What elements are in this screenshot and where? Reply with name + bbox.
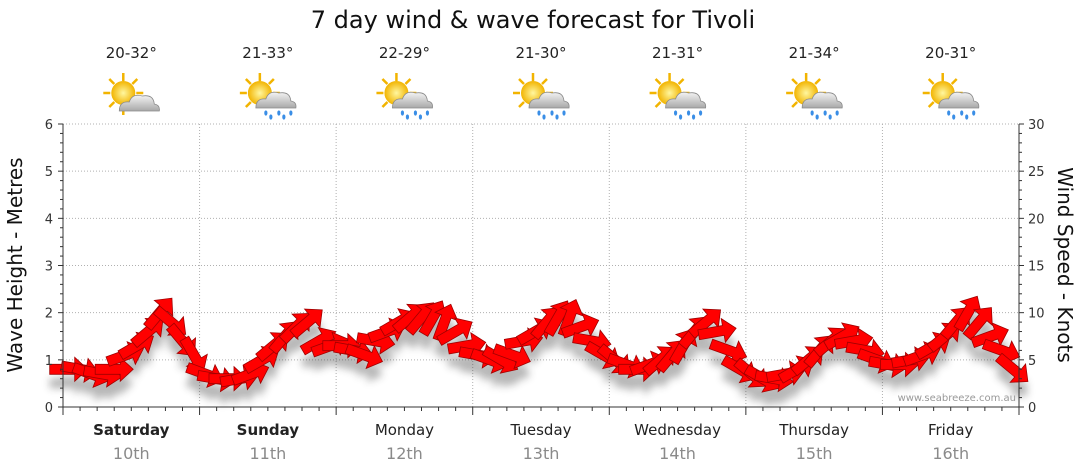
right-axis-label: Wind Speed - Knots [1053, 167, 1077, 363]
day-date-label: 16th [932, 444, 969, 463]
day-temp-range: 21-34° [789, 44, 840, 62]
sun-cloud-rain-icon [511, 71, 571, 121]
wind-arrow [981, 338, 1021, 365]
day-temp-range: 21-33° [242, 44, 293, 62]
wind-arrow [687, 308, 722, 339]
wind-arrow [962, 307, 993, 341]
sun-cloud-rain-icon [784, 71, 844, 121]
left-tick-label: 5 [45, 165, 53, 180]
day-name-label: Sunday [237, 421, 300, 439]
wind-arrow [289, 308, 323, 339]
left-tick-label: 2 [45, 307, 53, 322]
day-date-label: 11th [249, 444, 286, 463]
day-temp-range: 22-29° [379, 44, 430, 62]
chart-title: 7 day wind & wave forecast for Tivoli [311, 6, 755, 34]
right-tick-label: 20 [1028, 212, 1045, 227]
right-tick-label: 5 [1028, 354, 1036, 369]
left-tick-label: 0 [45, 401, 53, 416]
day-temp-range: 21-31° [652, 44, 703, 62]
day-date-label: 15th [796, 444, 833, 463]
day-date-label: 14th [659, 444, 696, 463]
day-date-label: 12th [386, 444, 423, 463]
day-name-label: Thursday [778, 421, 849, 439]
wind-arrow [953, 295, 982, 333]
wind-arrow [492, 343, 531, 370]
right-tick-label: 25 [1028, 165, 1045, 180]
left-tick-label: 6 [45, 118, 53, 133]
sun-cloud-rain-icon [921, 71, 981, 121]
wind-arrow [970, 322, 1009, 349]
left-tick-label: 4 [45, 212, 53, 227]
day-temp-range: 21-30° [515, 44, 566, 62]
day-date-label: 13th [523, 444, 560, 463]
wind-arrow [697, 317, 737, 344]
sun-cloud-icon [101, 71, 161, 117]
day-name-label: Saturday [93, 421, 170, 439]
day-temp-range: 20-32° [106, 44, 157, 62]
sun-cloud-rain-icon [648, 71, 708, 121]
wind-arrow [436, 317, 473, 346]
left-tick-label: 1 [45, 354, 53, 369]
wind-arrow [560, 312, 600, 339]
right-tick-label: 10 [1028, 307, 1045, 322]
watermark: www.seabreeze.com.au [898, 393, 1016, 404]
day-date-label: 10th [113, 444, 150, 463]
right-tick-label: 0 [1028, 401, 1036, 416]
day-name-label: Monday [375, 421, 434, 439]
right-tick-label: 30 [1028, 118, 1045, 133]
day-name-label: Tuesday [509, 421, 571, 439]
wind-arrow [344, 343, 384, 370]
left-tick-label: 3 [45, 260, 53, 275]
wind-arrow-shadow [289, 323, 323, 353]
sun-cloud-rain-icon [375, 71, 434, 121]
day-name-label: Wednesday [634, 421, 721, 439]
day-temp-range: 20-31° [925, 44, 976, 62]
day-name-label: Friday [928, 421, 974, 439]
sun-cloud-rain-icon [238, 71, 298, 121]
left-axis-label: Wave Height - Metres [3, 157, 27, 372]
wind-arrow [94, 356, 134, 383]
right-tick-label: 15 [1028, 260, 1045, 275]
